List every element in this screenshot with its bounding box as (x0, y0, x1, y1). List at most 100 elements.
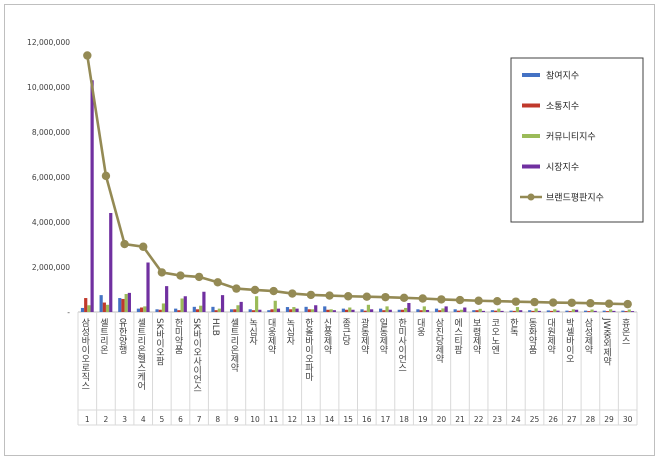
bar-4 (463, 307, 467, 312)
x-tick-label: 29 (604, 415, 614, 424)
brand-index-point (232, 284, 241, 293)
bar-3 (292, 307, 296, 312)
bar-1 (341, 308, 345, 312)
x-tick-label: 26 (548, 415, 558, 424)
bar-1 (80, 307, 85, 312)
bar-2 (549, 310, 554, 312)
x-tick-label: 3 (122, 415, 127, 424)
y-tick-label: 12,000,000 (27, 38, 70, 47)
bar-2 (121, 298, 125, 312)
bar-4 (574, 309, 579, 312)
bar-4 (109, 213, 113, 312)
y-tick-label: - (67, 308, 70, 317)
bar-3 (404, 307, 408, 312)
brand-index-point (418, 294, 427, 303)
brand-index-point (623, 299, 632, 309)
bar-1 (323, 306, 327, 312)
brand-label: 동화약품 (527, 318, 537, 354)
brand-label: 녹십자 (247, 318, 257, 346)
brand-label: 일동제약 (377, 318, 387, 355)
bar-1 (155, 309, 159, 312)
bar-4 (519, 310, 523, 312)
brand-label: 셀트리온제약 (228, 318, 238, 373)
bar-4 (351, 309, 355, 312)
bar-3 (105, 304, 110, 312)
bar-3 (627, 309, 631, 312)
bar-1 (285, 307, 290, 312)
bar-2 (270, 309, 274, 312)
bar-1 (490, 310, 495, 312)
bar-1 (211, 306, 215, 312)
brand-index-point (213, 278, 222, 287)
brand-index-point (511, 297, 521, 306)
bar-2 (84, 298, 88, 312)
bar-2 (344, 309, 349, 312)
bar-4 (127, 292, 131, 312)
brand-label: 박셀바이오 (564, 318, 574, 363)
x-tick-label: 11 (269, 415, 279, 424)
bar-1 (416, 309, 420, 312)
brand-index-point (157, 268, 167, 277)
brand-index-point (269, 286, 278, 296)
brand-label: SK바이오팜 (154, 318, 164, 366)
x-tick-label: 25 (530, 415, 540, 424)
bar-3 (124, 294, 128, 312)
bar-4 (332, 310, 336, 312)
brand-label: HLB (210, 318, 220, 336)
x-tick-label: 30 (623, 415, 633, 424)
bar-3 (255, 296, 259, 312)
x-tick-label: 22 (474, 415, 484, 424)
bar-1 (584, 310, 588, 312)
x-tick-label: 18 (399, 415, 409, 424)
bar-4 (183, 296, 187, 312)
bar-2 (140, 307, 144, 312)
brand-label: 대웅제약 (266, 318, 276, 355)
bar-3 (236, 305, 240, 312)
bar-2 (289, 309, 293, 312)
bar-2 (475, 310, 479, 312)
bar-4 (630, 311, 635, 312)
brand-index-point (325, 291, 334, 300)
brand-label: 대원제약 (545, 318, 555, 355)
bar-3 (217, 308, 221, 312)
bar-4 (593, 310, 597, 312)
y-tick-label: 8,000,000 (32, 128, 70, 137)
x-tick-label: 17 (381, 415, 391, 424)
brand-label: 한독 (508, 318, 518, 337)
legend-point-swatch (527, 193, 535, 201)
bar-2 (382, 310, 386, 312)
y-tick-label: 10,000,000 (27, 83, 70, 92)
bar-1 (136, 308, 141, 312)
bar-3 (571, 309, 575, 312)
brand-label: 대웅 (415, 318, 425, 336)
legend-swatch (522, 134, 540, 138)
bar-1 (602, 310, 606, 312)
bar-3 (87, 305, 91, 312)
x-tick-label: 6 (178, 415, 183, 424)
brand-index-point (120, 239, 129, 249)
brand-index-point (343, 292, 353, 301)
bar-4 (537, 310, 541, 312)
x-tick-label: 23 (492, 415, 502, 424)
brand-label: SK바이오사이언스 (191, 318, 201, 393)
bar-3 (609, 309, 613, 312)
brand-index-point (101, 171, 111, 181)
x-tick-label: 13 (306, 415, 316, 424)
bar-4 (425, 309, 430, 312)
brand-label: 신풍제약 (322, 318, 332, 355)
bar-2 (326, 309, 330, 312)
bar-2 (233, 309, 237, 312)
brand-index-point (250, 285, 260, 295)
bar-1 (453, 309, 457, 312)
brand-index-point (381, 292, 390, 302)
bar-2 (251, 310, 256, 312)
bar-1 (360, 309, 364, 312)
bar-3 (161, 303, 166, 312)
x-tick-label: 2 (104, 415, 109, 424)
brand-label: 한미사이언스 (396, 318, 406, 372)
brand-index-point (288, 289, 297, 298)
bar-2 (587, 311, 591, 312)
x-tick-label: 4 (141, 415, 146, 424)
bar-4 (202, 291, 206, 312)
bar-1 (267, 310, 271, 312)
